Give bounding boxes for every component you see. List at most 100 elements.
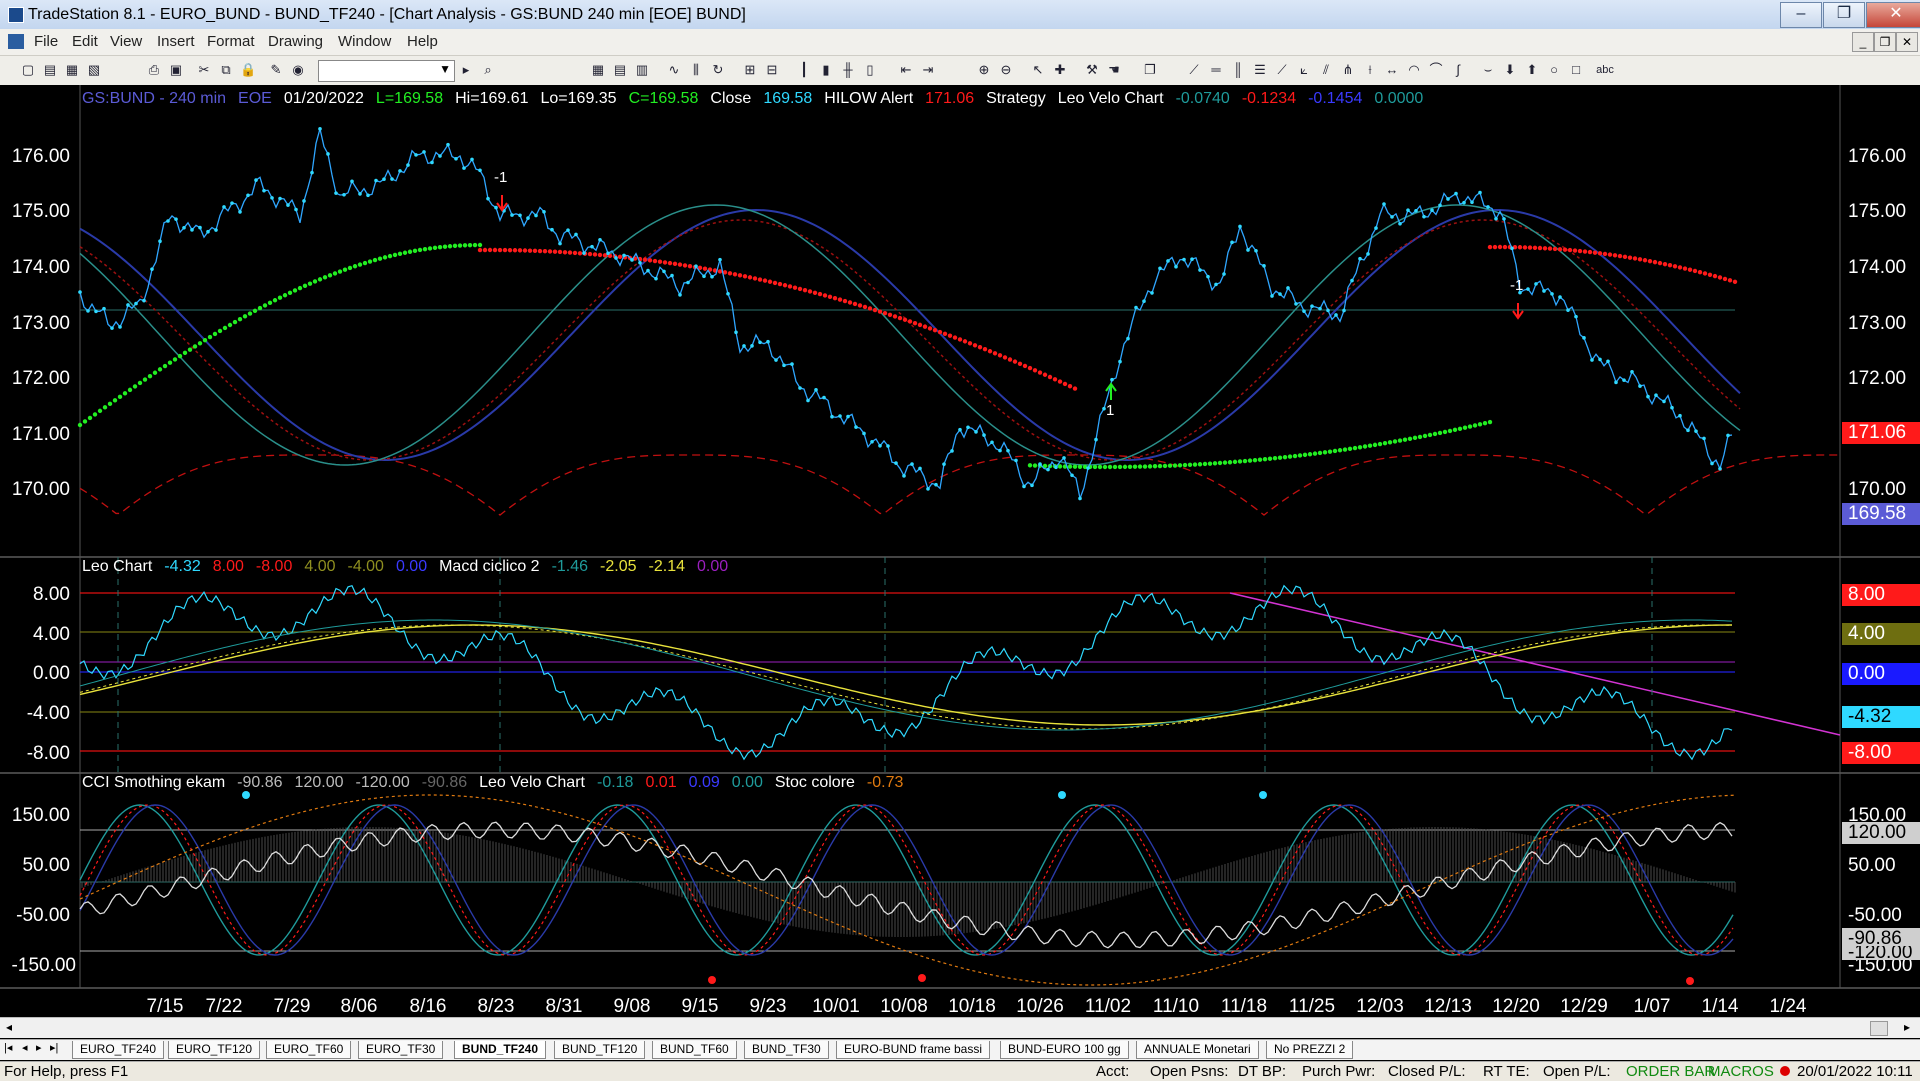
open-icon[interactable]: ▤ bbox=[43, 62, 57, 77]
search-icon[interactable]: ⌕ bbox=[484, 62, 492, 77]
menu-file[interactable]: File bbox=[34, 33, 59, 50]
menu-window[interactable]: Window bbox=[338, 33, 392, 50]
tab-annuale-monetari[interactable]: ANNUALE Monetari bbox=[1136, 1041, 1259, 1059]
zoom-in-icon[interactable]: ⊕ bbox=[978, 62, 990, 77]
tab-euro-bund-frame-bassi[interactable]: EURO-BUND frame bassi bbox=[836, 1041, 991, 1059]
hand-icon[interactable]: ☚ bbox=[1108, 62, 1120, 77]
minimize-button[interactable]: – bbox=[1780, 2, 1822, 28]
menu-insert[interactable]: Insert bbox=[157, 33, 195, 50]
maximize-button[interactable]: ❐ bbox=[1823, 2, 1865, 28]
cut-icon[interactable]: ✂ bbox=[198, 62, 210, 77]
fib-icon[interactable]: ☰ bbox=[1254, 62, 1266, 77]
chart-analysis-window[interactable]: GS:BUND - 240 min EOE 01/20/2022 L=169.58 Hi… bbox=[0, 85, 1920, 1017]
trendline-icon[interactable]: ⟋ bbox=[1189, 62, 1199, 77]
vertical-line-icon[interactable]: ║ bbox=[1233, 62, 1243, 77]
speed-lines-icon[interactable]: ⟋ bbox=[1277, 62, 1287, 77]
pointer-icon[interactable]: ↖ bbox=[1032, 62, 1044, 77]
scroll-thumb[interactable] bbox=[1870, 1021, 1888, 1036]
arrow-right-icon[interactable]: ▸ bbox=[462, 62, 470, 77]
tab-bund-tf120[interactable]: BUND_TF120 bbox=[554, 1041, 646, 1059]
tick-chart-icon[interactable]: ╫ bbox=[843, 62, 853, 77]
tools-icon[interactable]: ⚒ bbox=[1086, 62, 1098, 77]
green-trend-dot bbox=[1377, 441, 1383, 447]
price-point bbox=[814, 388, 818, 392]
chart-canvas[interactable] bbox=[0, 85, 1920, 1017]
mdi-minimize-button[interactable]: _ bbox=[1852, 32, 1874, 52]
macros-button[interactable]: MACROS bbox=[1708, 1063, 1774, 1080]
candle-icon[interactable]: ┃ bbox=[800, 62, 808, 77]
save-icon[interactable]: ▦ bbox=[65, 62, 79, 77]
x-tick-label: 11/02 bbox=[1084, 996, 1132, 1017]
crosshair-icon[interactable]: ✚ bbox=[1054, 62, 1066, 77]
color-icon[interactable]: ◉ bbox=[292, 62, 304, 77]
tab-bund-tf240[interactable]: BUND_TF240 bbox=[454, 1041, 547, 1059]
text-tool-icon[interactable]: abc bbox=[1596, 64, 1614, 76]
price-point bbox=[414, 153, 418, 157]
close-button[interactable]: ✕ bbox=[1866, 2, 1920, 28]
scroll-left-icon[interactable]: ⇤ bbox=[900, 62, 912, 77]
bars-icon[interactable]: ⫼ bbox=[693, 62, 699, 77]
tab-last-icon[interactable]: ▸| bbox=[50, 1042, 59, 1054]
chart-horizontal-scrollbar[interactable]: ◂ ▸ bbox=[0, 1017, 1920, 1038]
cycle-icon[interactable]: ⌒ bbox=[1429, 62, 1443, 77]
tab-next-icon[interactable]: ▸ bbox=[36, 1042, 42, 1054]
fan-icon[interactable]: ⟊ bbox=[1368, 62, 1372, 77]
tab-bund-euro-100-gg[interactable]: BUND-EURO 100 gg bbox=[1000, 1041, 1129, 1059]
arrow-up-icon[interactable]: ⬆ bbox=[1526, 62, 1538, 77]
mdi-restore-button[interactable]: ❐ bbox=[1874, 32, 1896, 52]
tab-first-icon[interactable]: |◂ bbox=[4, 1042, 13, 1054]
extend-icon[interactable]: ↔ bbox=[1385, 62, 1399, 77]
scroll-right-icon[interactable]: ⇥ bbox=[922, 62, 934, 77]
bar-chart-icon[interactable]: ▮ bbox=[822, 62, 830, 77]
print-preview-icon[interactable]: ▣ bbox=[169, 62, 183, 77]
print-icon[interactable]: ⎙ bbox=[148, 62, 160, 77]
menu-edit[interactable]: Edit bbox=[72, 33, 98, 50]
rectangle-icon[interactable]: □ bbox=[1572, 62, 1580, 77]
volume-icon[interactable]: ▯ bbox=[866, 62, 874, 77]
channel-icon[interactable]: ⫽ bbox=[1323, 62, 1329, 77]
copy-chart-icon[interactable]: ❐ bbox=[1144, 62, 1156, 77]
x-tick-label: 12/13 bbox=[1424, 996, 1472, 1017]
tab-prev-icon[interactable]: ◂ bbox=[22, 1042, 28, 1054]
menu-help[interactable]: Help bbox=[407, 33, 438, 50]
circle-icon[interactable]: ○ bbox=[1550, 62, 1558, 77]
scroll-left-arrow-icon[interactable]: ◂ bbox=[6, 1020, 13, 1034]
zoom-out-icon[interactable]: ⊖ bbox=[1000, 62, 1012, 77]
horizontal-line-icon[interactable]: ═ bbox=[1211, 62, 1221, 77]
tab-euro-tf120[interactable]: EURO_TF120 bbox=[168, 1041, 261, 1059]
tab-euro-tf60[interactable]: EURO_TF60 bbox=[266, 1041, 352, 1059]
arc-icon[interactable]: ◠ bbox=[1408, 62, 1420, 77]
tab-euro-tf240[interactable]: EURO_TF240 bbox=[72, 1041, 165, 1059]
wave-icon[interactable]: ∿ bbox=[668, 62, 680, 77]
menu-format[interactable]: Format bbox=[207, 33, 255, 50]
scroll-right-arrow-icon[interactable]: ▸ bbox=[1904, 1020, 1911, 1034]
layout-icon[interactable]: ⊟ bbox=[766, 62, 778, 77]
tab-no-prezzi-2[interactable]: No PREZZI 2 bbox=[1266, 1041, 1354, 1059]
copy-icon[interactable]: ⧉ bbox=[221, 62, 231, 77]
gann-icon[interactable]: ⟀ bbox=[1300, 62, 1308, 77]
draw-tool-icon[interactable]: ✎ bbox=[270, 62, 282, 77]
arrow-down-icon[interactable]: ⬇ bbox=[1504, 62, 1516, 77]
menu-view[interactable]: View bbox=[110, 33, 143, 50]
tab-euro-tf30[interactable]: EURO_TF30 bbox=[358, 1041, 444, 1059]
order-bar-button[interactable]: ORDER BAR bbox=[1626, 1063, 1716, 1080]
chart-icon[interactable]: ▦ bbox=[591, 62, 605, 77]
leo-chart-header-token: -4.00 bbox=[347, 558, 384, 575]
andrews-icon[interactable]: ⋔ bbox=[1342, 62, 1354, 77]
refresh-icon[interactable]: ↻ bbox=[712, 62, 724, 77]
x-tick-label: 1/24 bbox=[1769, 996, 1807, 1017]
mdi-close-button[interactable]: ✕ bbox=[1896, 32, 1918, 52]
grid-icon[interactable]: ▤ bbox=[613, 62, 627, 77]
save-all-icon[interactable]: ▧ bbox=[87, 62, 101, 77]
new-icon[interactable]: ▢ bbox=[21, 62, 35, 77]
table-icon[interactable]: ▥ bbox=[635, 62, 649, 77]
window-icon[interactable]: ⊞ bbox=[744, 62, 756, 77]
lock-icon[interactable]: 🔒 bbox=[240, 62, 257, 77]
menu-drawing[interactable]: Drawing bbox=[268, 33, 324, 50]
tab-bund-tf60[interactable]: BUND_TF60 bbox=[652, 1041, 737, 1059]
freehand-icon[interactable]: ∫ bbox=[1456, 62, 1460, 77]
symbol-dropdown[interactable]: ▼ bbox=[318, 60, 455, 82]
green-trend-dot bbox=[232, 319, 238, 325]
curve-icon[interactable]: ⌣ bbox=[1483, 62, 1493, 77]
tab-bund-tf30[interactable]: BUND_TF30 bbox=[744, 1041, 829, 1059]
